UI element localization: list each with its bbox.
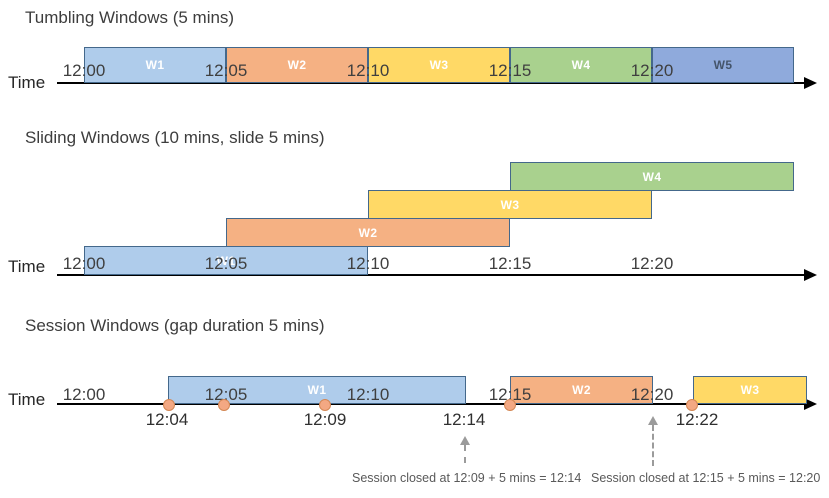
event-dot <box>504 399 516 411</box>
tick-label: 12:00 <box>62 254 106 273</box>
tumbling-window-w4: W4 <box>510 47 652 83</box>
event-dot <box>686 399 698 411</box>
session-window-w1: W1 <box>168 376 466 404</box>
event-time-label: 12:22 <box>675 410 719 429</box>
tick-label: 12:15 <box>488 254 532 273</box>
tumbling-window-w1: W1 <box>84 47 226 83</box>
arrow-stem <box>464 445 466 463</box>
tick-label: 12:10 <box>346 254 390 273</box>
session-title: Session Windows (gap duration 5 mins) <box>25 316 325 335</box>
event-time-label: 12:14 <box>442 410 486 429</box>
window-label: W5 <box>713 58 733 72</box>
tick-label: 12:00 <box>62 61 106 80</box>
sliding-title: Sliding Windows (10 mins, slide 5 mins) <box>25 128 325 147</box>
window-label: W2 <box>358 225 378 240</box>
tick-label: 12:00 <box>62 385 106 404</box>
session-close-arrow-icon <box>460 436 470 463</box>
tick-label: 12:10 <box>346 61 390 80</box>
window-label: W3 <box>429 58 449 72</box>
event-dot <box>218 399 230 411</box>
sliding-window-w2: W2 <box>226 218 510 247</box>
tumbling-window-w2: W2 <box>226 47 368 83</box>
session-close-arrow-icon <box>648 416 658 466</box>
tick-label: 12:05 <box>204 385 248 404</box>
tumbling-window-w5: W5 <box>652 47 794 83</box>
window-label: W4 <box>642 169 662 184</box>
sliding-timeline <box>57 274 805 276</box>
tick-label: 12:20 <box>630 61 674 80</box>
arrow-head <box>648 416 658 425</box>
tumbling-timeline-arrowhead-icon <box>804 77 817 89</box>
sliding-timeline-arrowhead-icon <box>804 269 817 281</box>
session-closed-annotation: Session closed at 12:09 + 5 mins = 12:14 <box>352 471 582 485</box>
session-timeline <box>57 403 805 405</box>
session-time-axis-label: Time <box>8 390 46 409</box>
sliding-time-axis-label: Time <box>8 257 46 276</box>
tick-label: 12:05 <box>204 61 248 80</box>
event-dot <box>319 399 331 411</box>
tick-label: 12:05 <box>204 254 248 273</box>
event-time-label: 12:04 <box>145 410 189 429</box>
tick-label: 12:15 <box>488 385 532 404</box>
window-label: W2 <box>572 383 591 397</box>
arrow-head <box>460 436 470 445</box>
tumbling-timeline <box>57 82 805 84</box>
window-label: W3 <box>500 197 520 212</box>
event-dot <box>163 399 175 411</box>
sliding-window-w3: W3 <box>368 190 652 219</box>
tick-label: 12:20 <box>630 385 674 404</box>
window-label: W1 <box>145 58 165 72</box>
window-label: W1 <box>216 253 236 268</box>
event-time-label: 12:09 <box>303 410 347 429</box>
tick-label: 12:20 <box>630 254 674 273</box>
session-timeline-arrowhead-icon <box>804 398 817 410</box>
sliding-window-w4: W4 <box>510 162 794 191</box>
arrow-stem <box>652 425 654 466</box>
window-label: W1 <box>307 383 327 397</box>
session-window-w2: W2 <box>510 376 653 404</box>
tick-label: 12:10 <box>346 385 390 404</box>
window-label: W2 <box>287 58 307 72</box>
session-closed-annotation: Session closed at 12:15 + 5 mins = 12:20 <box>591 471 821 485</box>
tumbling-window-w3: W3 <box>368 47 510 83</box>
tumbling-title: Tumbling Windows (5 mins) <box>25 8 235 27</box>
tumbling-time-axis-label: Time <box>8 73 46 92</box>
window-label: W4 <box>571 58 591 72</box>
window-label: W3 <box>740 383 760 397</box>
tick-label: 12:15 <box>488 61 532 80</box>
session-window-w3: W3 <box>693 376 807 404</box>
sliding-window-w1: W1 <box>84 246 368 275</box>
